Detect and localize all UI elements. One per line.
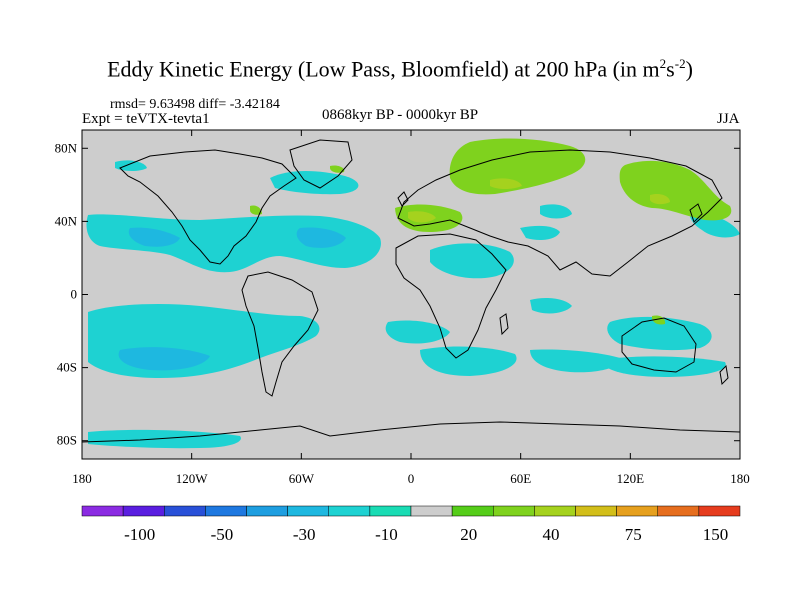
anomaly-region-negative [530, 298, 572, 314]
lat-tick-label: 40S [57, 360, 77, 375]
colorbar-swatch [122, 505, 165, 517]
coastline-japan [689, 203, 703, 223]
anomaly-region-negative [430, 359, 462, 371]
chart-title: Eddy Kinetic Energy (Low Pass, Bloomfiel… [107, 56, 693, 82]
anomaly-region-positive [250, 205, 262, 215]
colorbar-swatch [534, 505, 576, 517]
anomaly-region-negative [607, 316, 712, 351]
anomaly-region-negative [88, 429, 241, 449]
anomaly-region-positive [449, 138, 586, 195]
colorbar-label: 75 [625, 525, 642, 544]
lat-tick-label: 0 [71, 287, 78, 302]
anomaly-region-negative [210, 316, 244, 333]
colorbar-swatch [246, 505, 288, 517]
colorbar-swatch [369, 505, 412, 517]
anomaly-region-negative [430, 243, 514, 279]
lon-tick-label: 180 [72, 471, 92, 486]
anomaly-region-positive [330, 165, 345, 173]
coastline-new-zealand [719, 364, 729, 386]
anomaly-region-positive [619, 160, 732, 221]
experiment-label: Expt = teVTX-tevta1 [82, 111, 210, 127]
coastline-madagascar [499, 313, 509, 336]
colorbar-swatch [410, 505, 453, 517]
colorbar-label: -100 [124, 525, 155, 544]
lat-tick-label: 80S [57, 433, 77, 448]
coastline-south-america [241, 271, 319, 397]
colorbar-swatch [698, 505, 741, 517]
anomaly-region-negative [530, 349, 621, 373]
coastlines [82, 139, 740, 443]
period-label: 0868kyr BP - 0000kyr BP [322, 107, 479, 123]
lon-tick-label: 60E [510, 471, 531, 486]
anomaly-region-negative [520, 225, 560, 240]
anomaly-region-positive [652, 315, 666, 325]
anomaly-region-positive [650, 193, 670, 205]
coastline-australia [621, 317, 697, 373]
stats-label: rmsd= 9.63498 diff= -3.42184 [110, 97, 280, 112]
lon-tick-label: 60W [289, 471, 315, 486]
colorbar-label: -30 [293, 525, 316, 544]
coastline-greenland [289, 139, 353, 189]
colorbar-swatch [328, 505, 371, 517]
anomaly-region-negative [385, 320, 450, 344]
lat-tick-label: 40N [55, 213, 78, 228]
anomaly-region-positive [490, 178, 522, 189]
lon-tick-label: 120W [176, 471, 209, 486]
colorbar-swatch [81, 505, 124, 517]
colorbar-label: 40 [542, 525, 559, 544]
coastline-antarctica [82, 421, 740, 443]
anomaly-region-negative [296, 227, 346, 248]
colorbar-swatch [575, 505, 617, 517]
anomaly-region-negative [128, 227, 180, 247]
lon-tick-label: 0 [408, 471, 415, 486]
colorbar-label: 150 [703, 525, 729, 544]
coastline-british-isles [397, 191, 409, 207]
anomaly-region-negative [115, 160, 147, 171]
coastline-africa [395, 233, 507, 359]
coastline-eurasia [397, 149, 723, 277]
colorbar-label: -50 [211, 525, 234, 544]
anomaly-region-negative [118, 347, 210, 371]
coastline-north-america [119, 149, 297, 265]
colorbar-swatch [287, 505, 329, 517]
anomaly-region-positive [408, 211, 436, 223]
colorbar-swatch [451, 505, 494, 517]
colorbar-swatch [657, 505, 700, 517]
longitude-axis: 180 120W 60W 0 60E 120E 180 [72, 130, 750, 486]
colorbar: -100 -50 -30 -10 20 40 75 150 [81, 505, 741, 544]
lat-tick-label: 80N [55, 140, 78, 155]
colorbar-label: -10 [375, 525, 398, 544]
lon-tick-label: 120E [617, 471, 645, 486]
lon-tick-label: 180 [730, 471, 750, 486]
colorbar-label: 20 [460, 525, 477, 544]
latitude-axis: 80N 40N 0 40S 80S [55, 140, 740, 448]
colorbar-swatch [493, 505, 535, 517]
colorbar-swatch [164, 505, 206, 517]
season-label: JJA [717, 111, 740, 127]
colorbar-swatch [616, 505, 658, 517]
colorbar-swatch [205, 505, 247, 517]
anomaly-region-negative [540, 204, 572, 219]
